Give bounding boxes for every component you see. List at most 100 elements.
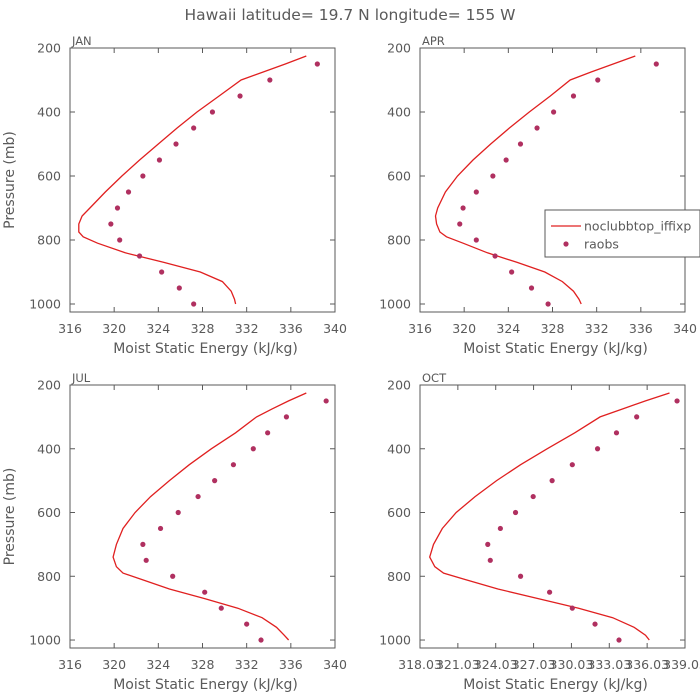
x-tick-label-apr: 332: [585, 321, 609, 336]
raob-point-jan: [267, 77, 273, 83]
raob-point-jan: [314, 61, 320, 67]
y-tick-label-jul: 400: [37, 441, 61, 456]
x-tick-label-oct: 336.03: [625, 657, 669, 672]
raob-point-apr: [503, 157, 509, 163]
panel-label-apr: APR: [422, 34, 445, 48]
y-tick-label-oct: 600: [387, 505, 411, 520]
x-tick-label-jan: 332: [235, 321, 259, 336]
plot-frame-apr: [419, 47, 686, 313]
legend-dot-label: raobs: [584, 237, 619, 252]
x-tick-label-jan: 316: [58, 321, 82, 336]
y-tick-label-jul: 1000: [29, 633, 61, 648]
legend-dot-swatch: [563, 241, 569, 247]
x-tick-label-jan: 320: [102, 321, 126, 336]
x-tick-label-oct: 321.03: [436, 657, 480, 672]
x-axis-label-apr: Moist Static Energy (kJ/kg): [463, 341, 648, 357]
raob-point-jan: [176, 285, 182, 291]
raob-point-jan: [191, 301, 197, 307]
raob-point-jul: [218, 605, 224, 611]
x-tick-label-jan: 324: [146, 321, 170, 336]
raob-point-jan: [114, 205, 121, 211]
y-tick-label-oct: 400: [387, 441, 411, 456]
raob-point-jan: [140, 173, 146, 179]
y-tick-label-apr: 200: [387, 41, 411, 56]
raob-point-apr: [473, 189, 479, 195]
y-tick-label-oct: 800: [387, 569, 411, 584]
x-axis-label-jul: Moist Static Energy (kJ/kg): [113, 677, 298, 693]
x-tick-label-jul: 328: [191, 657, 215, 672]
legend-line-label: noclubbtop_iffixp: [584, 219, 691, 234]
y-tick-label-jan: 600: [37, 169, 61, 184]
raob-point-oct: [569, 462, 575, 468]
y-tick-label-jul: 800: [37, 569, 61, 584]
raob-point-jan: [191, 125, 197, 131]
raob-point-apr: [545, 301, 551, 307]
y-tick-label-apr: 800: [387, 233, 411, 248]
raob-point-apr: [460, 205, 466, 211]
x-tick-label-jan: 340: [323, 321, 347, 336]
raob-point-apr: [457, 221, 463, 227]
x-tick-label-jul: 316: [58, 657, 82, 672]
raob-point-jul: [143, 557, 149, 563]
raob-point-apr: [528, 285, 535, 291]
raob-point-oct: [634, 414, 640, 420]
model-line-jul: [112, 392, 307, 641]
x-tick-label-jan: 328: [191, 321, 215, 336]
raob-point-oct: [613, 430, 620, 436]
raob-point-jul: [140, 541, 146, 547]
model-line-jan: [78, 55, 307, 305]
plot-frame-jul: [69, 384, 336, 649]
raob-point-jan: [173, 141, 179, 147]
x-tick-label-oct: 330.03: [550, 657, 594, 672]
raob-point-jul: [244, 621, 250, 627]
y-tick-label-oct: 1000: [379, 633, 411, 648]
x-tick-label-apr: 316: [408, 321, 432, 336]
panel-label-oct: OCT: [422, 371, 447, 385]
panel-label-jan: JAN: [71, 34, 92, 48]
raob-point-oct: [487, 557, 493, 563]
raob-point-jan: [117, 237, 123, 243]
raob-point-jul: [323, 398, 329, 404]
raob-point-apr: [509, 269, 515, 275]
raob-point-oct: [546, 589, 553, 595]
y-tick-label-apr: 1000: [379, 297, 411, 312]
raob-point-apr: [534, 125, 540, 131]
figure-title: Hawaii latitude= 19.7 N longitude= 155 W: [185, 6, 516, 24]
raob-point-jan: [209, 109, 216, 115]
raob-point-jul: [230, 462, 237, 468]
x-tick-label-jan: 336: [279, 321, 303, 336]
raob-point-apr: [492, 253, 498, 259]
y-tick-label-jan: 800: [37, 233, 61, 248]
x-tick-label-jul: 340: [323, 657, 347, 672]
y-tick-label-jan: 1000: [29, 297, 61, 312]
raob-point-jan: [125, 189, 132, 195]
raob-point-apr: [517, 141, 524, 147]
raob-point-apr: [570, 93, 577, 99]
raob-point-jul: [250, 446, 256, 452]
y-tick-label-jul: 200: [37, 378, 61, 393]
raob-point-oct: [497, 525, 503, 532]
model-line-oct: [429, 392, 670, 641]
raob-point-jul: [170, 573, 176, 579]
raob-point-oct: [485, 541, 491, 547]
x-tick-label-apr: 340: [673, 321, 697, 336]
x-tick-label-apr: 324: [496, 321, 520, 336]
raob-point-apr: [595, 77, 601, 83]
raob-point-oct: [594, 446, 601, 452]
y-axis-label-jul: Pressure (mb): [2, 468, 18, 566]
raob-point-apr: [551, 109, 557, 115]
raob-point-oct: [530, 493, 536, 500]
raob-point-jul: [258, 637, 264, 643]
raob-point-jul: [265, 430, 271, 436]
x-tick-label-apr: 328: [541, 321, 565, 336]
raob-point-apr: [490, 173, 496, 179]
x-tick-label-oct: 324.03: [474, 657, 518, 672]
x-axis-label-jan: Moist Static Energy (kJ/kg): [113, 341, 298, 357]
x-tick-label-jul: 320: [102, 657, 126, 672]
raob-point-jan: [108, 221, 114, 227]
raob-point-jul: [202, 589, 208, 595]
plot-frame-oct: [419, 384, 686, 649]
y-tick-label-apr: 600: [387, 169, 411, 184]
